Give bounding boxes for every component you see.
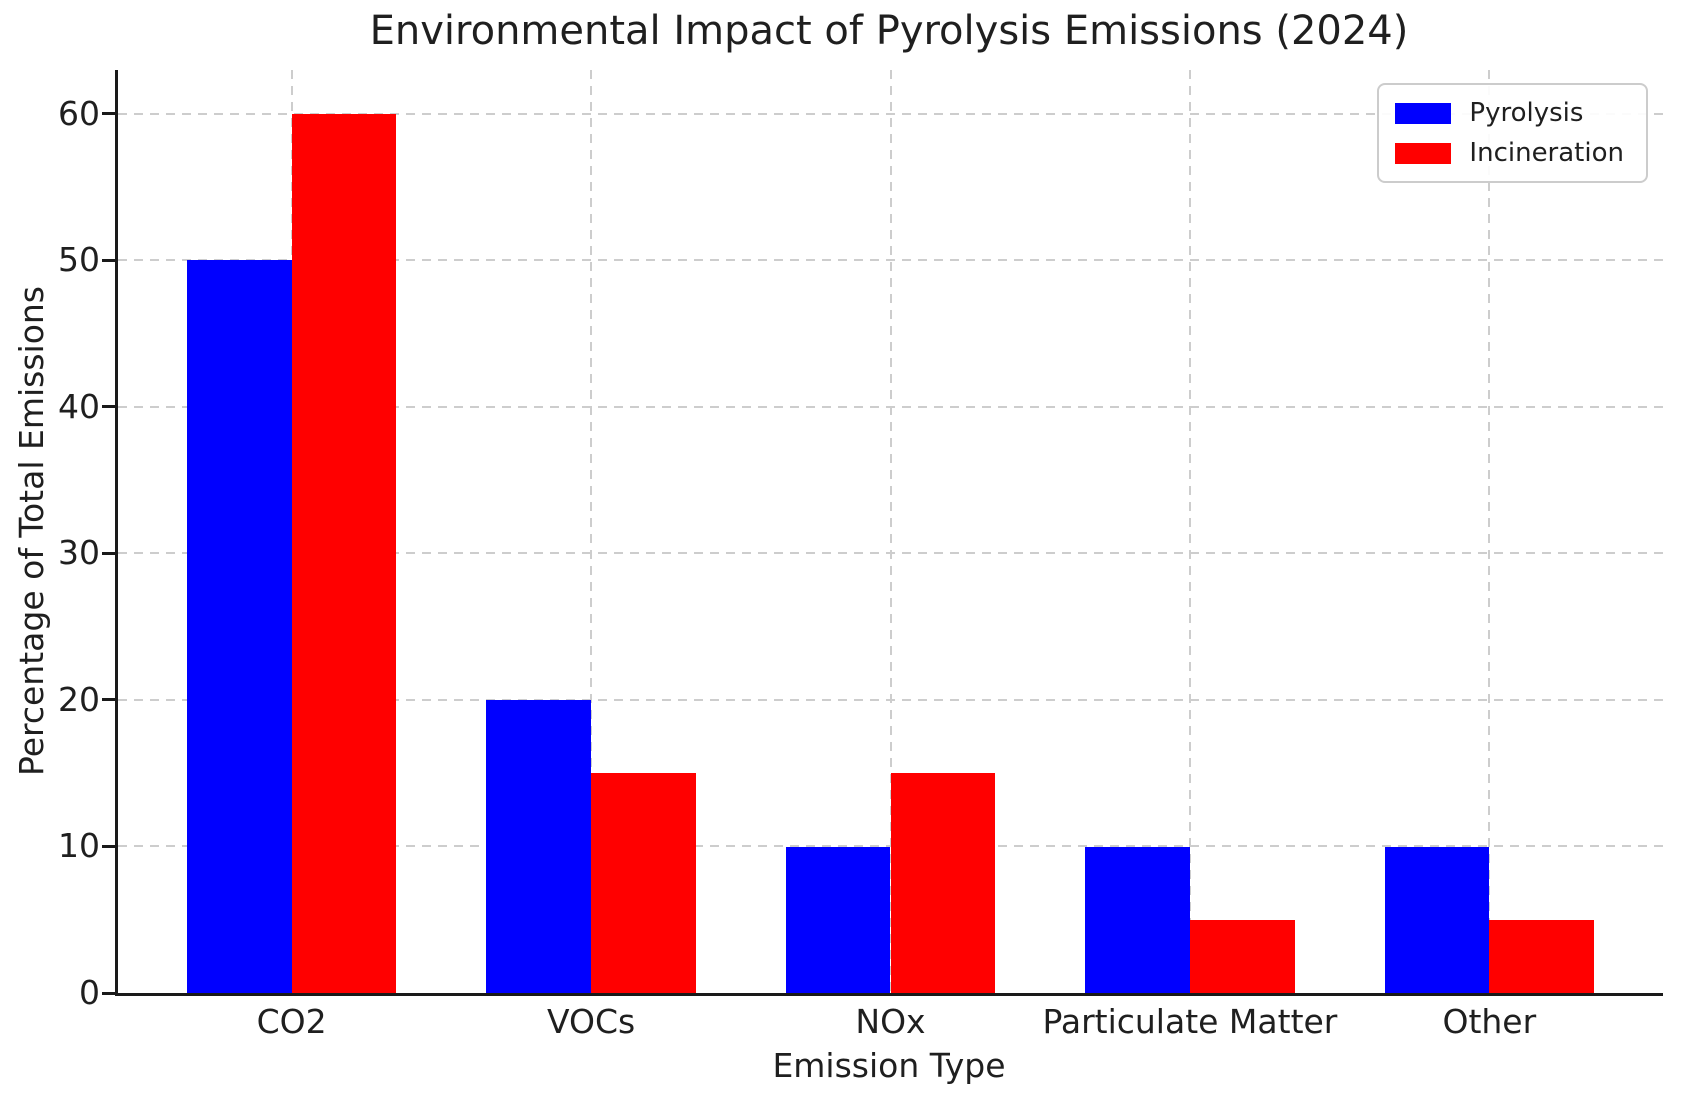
y-tick-label-0: 0	[79, 973, 100, 1012]
y-tick-mark-30	[102, 551, 115, 555]
legend-label-incineration: Incineration	[1469, 138, 1624, 168]
plot-area: Pyrolysis Incineration	[115, 70, 1663, 996]
legend-label-pyrolysis: Pyrolysis	[1469, 98, 1584, 128]
y-tick-mark-40	[102, 405, 115, 409]
bar-pyrolysis-other	[1384, 846, 1490, 993]
x-tick-label-2: NOx	[855, 1002, 926, 1041]
bar-pyrolysis-vocs	[486, 699, 592, 993]
x-tick-label-1: VOCs	[546, 1002, 636, 1041]
bar-incineration-co2	[291, 113, 397, 993]
y-tick-mark-0	[102, 991, 115, 995]
x-axis-label: Emission Type	[772, 1046, 1006, 1085]
gridline-x-3	[1188, 70, 1191, 993]
bar-pyrolysis-nox	[785, 846, 891, 993]
legend-item-pyrolysis: Pyrolysis	[1395, 97, 1624, 129]
bar-pyrolysis-co2	[186, 260, 292, 993]
y-tick-label-30: 30	[58, 533, 100, 573]
bar-incineration-nox	[890, 773, 996, 993]
y-tick-label-60: 60	[58, 93, 100, 133]
chart-title: Environmental Impact of Pyrolysis Emissi…	[369, 8, 1409, 54]
gridline-x-4	[1488, 70, 1491, 993]
y-tick-mark-20	[102, 698, 115, 702]
y-tick-label-20: 20	[58, 679, 100, 719]
legend-swatch-incineration	[1395, 142, 1452, 164]
legend: Pyrolysis Incineration	[1377, 83, 1648, 183]
legend-swatch-pyrolysis	[1395, 102, 1452, 124]
y-tick-mark-60	[102, 112, 115, 116]
y-tick-mark-50	[102, 258, 115, 262]
bar-incineration-other	[1489, 919, 1595, 993]
bar-incineration-particulate-matter	[1189, 919, 1295, 993]
bar-incineration-vocs	[591, 773, 696, 993]
gridline-x-1	[590, 70, 593, 993]
y-tick-label-50: 50	[58, 240, 100, 280]
bar-layer	[118, 70, 1663, 993]
y-tick-label-40: 40	[58, 386, 100, 426]
x-tick-label-4: Other	[1442, 1002, 1537, 1041]
legend-item-incineration: Incineration	[1395, 137, 1624, 169]
x-tick-label-0: CO2	[256, 1002, 327, 1041]
y-tick-label-10: 10	[58, 826, 100, 866]
gridline-x-2	[889, 70, 892, 993]
bar-pyrolysis-particulate-matter	[1085, 846, 1190, 993]
y-tick-mark-10	[102, 844, 115, 848]
x-tick-label-3: Particulate Matter	[1042, 1002, 1338, 1041]
